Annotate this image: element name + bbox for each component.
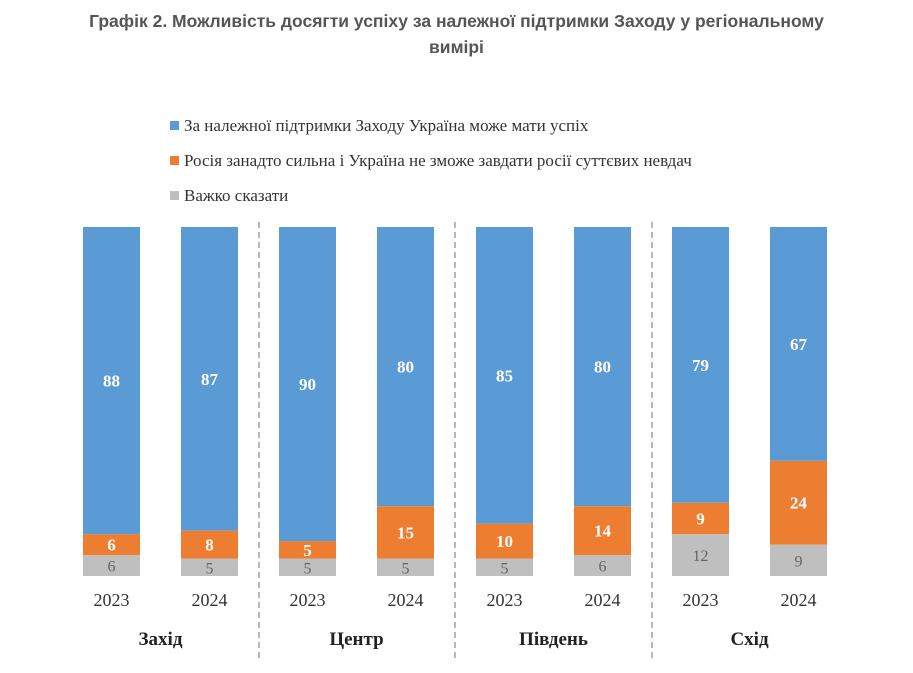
data-label-bar-4-series-3: 5 bbox=[402, 560, 410, 577]
bar-3-series-2 bbox=[279, 541, 336, 559]
region-label-3: Південь bbox=[519, 629, 588, 650]
data-label-bar-7-series-1: 79 bbox=[692, 356, 709, 375]
bar-5-series-1 bbox=[476, 227, 533, 524]
year-label-4: 2024 bbox=[388, 590, 424, 610]
data-label-bar-3-series-1: 90 bbox=[299, 375, 316, 394]
data-label-bar-1-series-2: 6 bbox=[107, 536, 116, 555]
bar-8-series-3 bbox=[770, 544, 827, 576]
bar-4-series-1 bbox=[377, 227, 434, 507]
bar-8-series-1 bbox=[770, 227, 827, 461]
data-label-bar-5-series-1: 85 bbox=[496, 366, 513, 385]
data-label-bar-8-series-2: 24 bbox=[790, 494, 808, 513]
region-label-1: Захід bbox=[139, 629, 183, 650]
bar-1-series-2 bbox=[83, 534, 140, 556]
year-label-2: 2024 bbox=[192, 590, 228, 610]
data-label-bar-3-series-2: 5 bbox=[303, 541, 312, 560]
bar-7-series-2 bbox=[672, 502, 729, 535]
bar-5-series-2 bbox=[476, 523, 533, 559]
bar-5-series-3 bbox=[476, 558, 533, 576]
chart-title-line-2: вимірі bbox=[429, 37, 484, 57]
data-label-bar-6-series-1: 80 bbox=[594, 358, 611, 377]
legend-label-1: За належної підтримки Заходу Україна мож… bbox=[184, 116, 589, 135]
year-label-8: 2024 bbox=[781, 590, 817, 610]
data-label-bar-1-series-3: 6 bbox=[108, 559, 116, 576]
year-label-7: 2023 bbox=[683, 590, 719, 610]
bar-6-series-3 bbox=[574, 555, 631, 576]
data-label-bar-4-series-2: 15 bbox=[397, 523, 414, 542]
chart-title-line-1: Графік 2. Можливість досягти успіху за н… bbox=[89, 11, 824, 31]
data-label-bar-4-series-1: 80 bbox=[397, 358, 414, 377]
data-label-bar-2-series-3: 5 bbox=[206, 560, 214, 577]
data-label-bar-3-series-3: 5 bbox=[304, 560, 312, 577]
data-label-bar-6-series-3: 6 bbox=[599, 559, 607, 576]
data-label-bar-8-series-3: 9 bbox=[795, 553, 803, 570]
bar-2-series-3 bbox=[181, 558, 238, 576]
legend-label-2: Росія занадто сильна і Україна не зможе … bbox=[184, 151, 692, 170]
data-label-bar-5-series-3: 5 bbox=[501, 560, 509, 577]
bar-8-series-2 bbox=[770, 460, 827, 545]
legend-swatch-2 bbox=[170, 156, 179, 165]
bar-3-series-1 bbox=[279, 227, 336, 542]
year-label-1: 2023 bbox=[94, 590, 130, 610]
bar-7-series-1 bbox=[672, 227, 729, 503]
legend-swatch-3 bbox=[170, 191, 179, 200]
data-label-bar-2-series-2: 8 bbox=[205, 536, 214, 555]
bar-4-series-3 bbox=[377, 558, 434, 576]
bar-4-series-2 bbox=[377, 506, 434, 559]
chart-title: Графік 2. Можливість досягти успіху за н… bbox=[0, 8, 913, 60]
data-label-bar-7-series-3: 12 bbox=[693, 548, 709, 565]
data-label-bar-6-series-2: 14 bbox=[594, 522, 612, 541]
data-label-bar-2-series-1: 87 bbox=[201, 370, 219, 389]
data-label-bar-8-series-1: 67 bbox=[790, 335, 808, 354]
data-label-bar-5-series-2: 10 bbox=[496, 532, 513, 551]
bar-3-series-3 bbox=[279, 558, 336, 576]
bar-1-series-1 bbox=[83, 227, 140, 535]
data-label-bar-1-series-1: 88 bbox=[103, 372, 120, 391]
data-label-bar-7-series-2: 9 bbox=[696, 509, 705, 528]
region-label-2: Центр bbox=[329, 629, 383, 650]
bar-6-series-2 bbox=[574, 506, 631, 556]
bar-2-series-1 bbox=[181, 227, 238, 531]
bar-7-series-3 bbox=[672, 534, 729, 576]
region-label-4: Схід bbox=[730, 629, 769, 650]
year-label-3: 2023 bbox=[290, 590, 326, 610]
year-label-5: 2023 bbox=[487, 590, 523, 610]
year-label-6: 2024 bbox=[585, 590, 621, 610]
legend-label-3: Важко сказати bbox=[184, 186, 288, 205]
bar-6-series-1 bbox=[574, 227, 631, 507]
legend-swatch-1 bbox=[170, 121, 179, 130]
bar-2-series-2 bbox=[181, 530, 238, 559]
bar-1-series-3 bbox=[83, 555, 140, 576]
